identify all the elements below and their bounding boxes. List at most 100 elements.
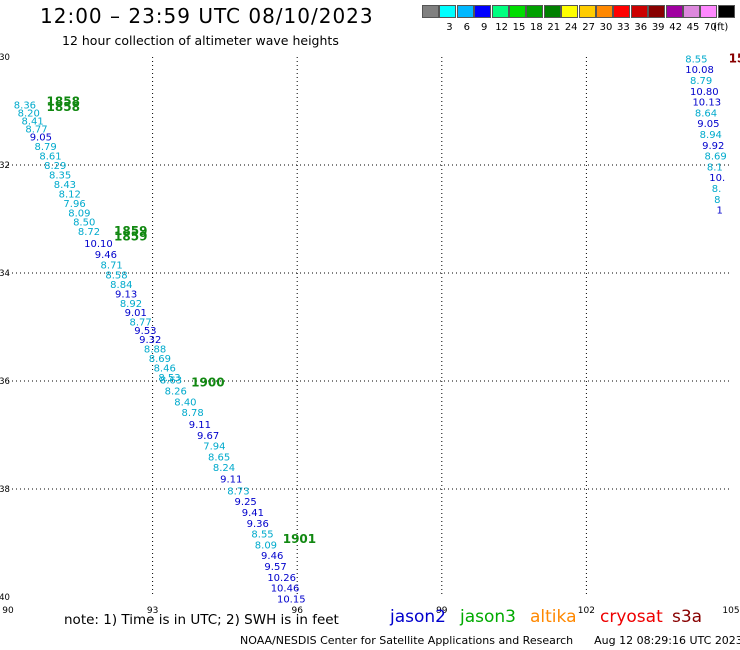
wave-height-value: 8.71 — [101, 261, 123, 272]
scale-swatch — [456, 5, 474, 18]
scale-label: 3 — [446, 22, 453, 33]
wave-height-value: 10.13 — [692, 98, 721, 109]
track-time-label: 1858 — [47, 100, 80, 114]
wave-height-value: 9.46 — [95, 250, 117, 261]
wave-height-value: 9.41 — [242, 508, 264, 519]
x-tick-label: 90 — [2, 606, 14, 616]
track-time-label: 1901 — [283, 532, 316, 546]
legend-item-s3a: s3a — [672, 607, 703, 627]
wave-height-value: 8.24 — [213, 463, 235, 474]
wave-height-value: 10.10 — [84, 239, 113, 250]
x-tick-label: 99 — [436, 606, 448, 616]
scale-swatch — [422, 5, 439, 18]
wave-height-value: 8.55 — [251, 530, 273, 541]
map-grid — [8, 57, 731, 597]
wave-height-value: 8.50 — [73, 217, 95, 228]
scale-swatch — [648, 5, 666, 18]
wave-height-value: 9.05 — [30, 133, 52, 144]
wave-height-value: 8.69 — [149, 354, 171, 365]
wave-height-value: 8.78 — [182, 408, 204, 419]
wave-height-value: 8.41 — [21, 117, 43, 128]
wave-height-value: 8.79 — [690, 76, 712, 87]
wave-height-value: 8.69 — [704, 152, 726, 163]
scale-swatch — [578, 5, 596, 18]
track-time-label: 1859 — [114, 230, 147, 244]
x-tick-label: 105 — [722, 606, 739, 616]
scale-swatch — [543, 5, 561, 18]
scale-label: 15 — [512, 22, 526, 33]
wave-height-value: 8.20 — [18, 108, 40, 119]
scale-label: 21 — [547, 22, 561, 33]
wave-height-value: 8.09 — [255, 540, 277, 551]
wave-height-value: 8.94 — [700, 130, 722, 141]
scale-label: 39 — [651, 22, 665, 33]
wave-height-value: 8.53 — [158, 373, 180, 384]
y-tick-label: -32 — [0, 161, 10, 171]
scale-swatch — [700, 5, 718, 18]
scale-label: 6 — [463, 22, 470, 33]
wave-height-value: 7.96 — [63, 199, 85, 210]
x-tick-label: 102 — [578, 606, 595, 616]
credit-text: NOAA/NESDIS Center for Satellite Applica… — [240, 634, 574, 647]
legend-item-altika: altika — [530, 607, 577, 627]
wave-height-value: 9.05 — [697, 119, 719, 130]
wave-height-value: 9.92 — [702, 141, 724, 152]
wave-height-observations: 8.368.208.418.779.058.798.618.298.358.43… — [14, 54, 727, 605]
legend-item-jason3: jason3 — [460, 607, 516, 627]
wave-height-value: 9.36 — [247, 519, 269, 530]
scale-swatch — [717, 5, 735, 18]
x-tick-label: 96 — [291, 606, 303, 616]
legend-item-jason2: jason2 — [390, 607, 446, 627]
scale-label: 45 — [686, 22, 700, 33]
map-subtitle: 12 hour collection of altimeter wave hei… — [62, 33, 339, 48]
wave-height-value: 1 — [717, 206, 723, 217]
y-tick-label: -40 — [0, 593, 10, 603]
wave-height-value: 9.53 — [134, 326, 156, 337]
wave-height-value: 9.11 — [220, 475, 242, 486]
wave-height-value: 7.94 — [203, 442, 225, 453]
wave-height-value: 10. — [709, 173, 725, 184]
y-tick-label: -36 — [0, 377, 10, 387]
wave-height-value: 10.26 — [267, 573, 296, 584]
wave-height-value: 8.58 — [105, 270, 127, 281]
scale-swatch — [474, 5, 492, 18]
wave-height-value: 8.35 — [49, 171, 71, 182]
scale-label: 36 — [634, 22, 648, 33]
scale-label: 70 — [704, 22, 717, 33]
scale-swatch — [509, 5, 526, 18]
scale-swatch — [596, 5, 613, 18]
scale-label: 12 — [495, 22, 508, 33]
wave-height-value: 8.63 — [160, 376, 182, 387]
wave-height-value: 8.64 — [695, 108, 717, 119]
wave-height-value: 9.57 — [264, 562, 286, 573]
wave-height-value: 8.12 — [59, 189, 81, 200]
scale-label: 24 — [564, 22, 578, 33]
y-tick-label: -38 — [0, 485, 10, 495]
wave-height-value: 8.72 — [78, 227, 100, 238]
track-time-label: 15 — [729, 51, 740, 65]
wave-height-value: 10.15 — [277, 594, 306, 605]
wave-height-value: 8.26 — [165, 387, 187, 398]
scale-swatch — [491, 5, 509, 18]
scale-swatch — [439, 5, 457, 18]
wave-height-value: 9.01 — [125, 308, 147, 319]
wave-height-value: 8.65 — [208, 452, 230, 463]
wave-height-value: 8 — [714, 195, 720, 206]
wave-height-value: 8.55 — [685, 54, 707, 65]
scale-label: 27 — [582, 22, 595, 33]
x-tick-label: 93 — [147, 606, 158, 616]
wave-height-value: 8.29 — [44, 161, 66, 172]
wave-height-value: 9.67 — [197, 431, 219, 442]
y-tick-label: -30 — [0, 53, 10, 63]
scale-swatch — [526, 5, 544, 18]
footer-credit: NOAA/NESDIS Center for Satellite Applica… — [240, 634, 740, 647]
wave-height-value: 10.80 — [690, 87, 719, 98]
scale-label: 9 — [481, 22, 488, 33]
axis-tick-labels: 90 93 96 99 102 105 -30 -32 -34 -36 -38 -40 — [0, 53, 740, 616]
wave-height-value: 8.43 — [54, 180, 76, 191]
footer-note: note: 1) Time is in UTC; 2) SWH is in fe… — [64, 612, 339, 628]
legend-item-cryosat: cryosat — [600, 607, 663, 627]
wave-height-value: 8.40 — [174, 397, 196, 408]
